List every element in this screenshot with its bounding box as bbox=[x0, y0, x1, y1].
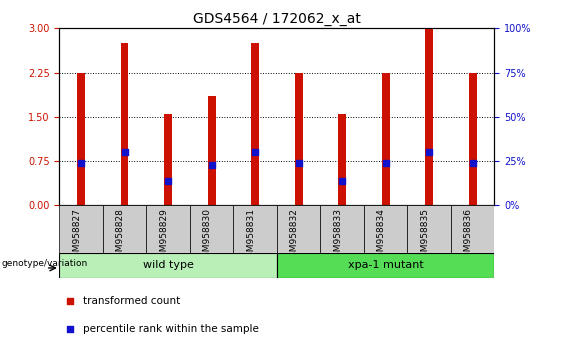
Point bbox=[338, 178, 347, 183]
Title: GDS4564 / 172062_x_at: GDS4564 / 172062_x_at bbox=[193, 12, 361, 26]
Bar bbox=[103, 205, 146, 253]
Bar bbox=[425, 28, 433, 205]
Text: transformed count: transformed count bbox=[83, 296, 180, 306]
Point bbox=[66, 326, 75, 332]
Point bbox=[207, 162, 216, 168]
Bar bbox=[407, 205, 451, 253]
Point bbox=[468, 160, 477, 166]
Text: wild type: wild type bbox=[142, 261, 194, 270]
Bar bbox=[121, 43, 128, 205]
Bar bbox=[146, 205, 190, 253]
Bar bbox=[59, 205, 103, 253]
Point bbox=[66, 298, 75, 304]
Text: genotype/variation: genotype/variation bbox=[1, 258, 88, 268]
Bar bbox=[295, 73, 302, 205]
Point bbox=[120, 149, 129, 155]
Bar bbox=[451, 205, 494, 253]
Bar bbox=[320, 205, 364, 253]
Bar bbox=[251, 43, 259, 205]
Bar bbox=[364, 205, 407, 253]
Bar bbox=[277, 205, 320, 253]
Text: xpa-1 mutant: xpa-1 mutant bbox=[347, 261, 424, 270]
Point bbox=[76, 160, 86, 166]
Text: GSM958829: GSM958829 bbox=[159, 208, 168, 263]
Bar bbox=[59, 253, 277, 278]
Text: GSM958827: GSM958827 bbox=[72, 208, 81, 263]
Bar bbox=[382, 73, 389, 205]
Bar bbox=[277, 253, 494, 278]
Bar bbox=[469, 73, 476, 205]
Text: GSM958831: GSM958831 bbox=[246, 208, 255, 263]
Text: percentile rank within the sample: percentile rank within the sample bbox=[83, 324, 259, 334]
Bar bbox=[77, 73, 85, 205]
Point bbox=[294, 160, 303, 166]
Bar bbox=[233, 205, 277, 253]
Text: GSM958833: GSM958833 bbox=[333, 208, 342, 263]
Text: GSM958828: GSM958828 bbox=[116, 208, 124, 263]
Bar bbox=[338, 114, 346, 205]
Point bbox=[251, 149, 260, 155]
Text: GSM958830: GSM958830 bbox=[203, 208, 212, 263]
Bar bbox=[190, 205, 233, 253]
Point bbox=[425, 149, 434, 155]
Bar bbox=[208, 96, 215, 205]
Text: GSM958836: GSM958836 bbox=[464, 208, 472, 263]
Point bbox=[381, 160, 390, 166]
Text: GSM958834: GSM958834 bbox=[377, 208, 385, 263]
Point bbox=[164, 178, 173, 183]
Text: GSM958835: GSM958835 bbox=[420, 208, 429, 263]
Text: GSM958832: GSM958832 bbox=[290, 208, 299, 263]
Bar bbox=[164, 114, 172, 205]
